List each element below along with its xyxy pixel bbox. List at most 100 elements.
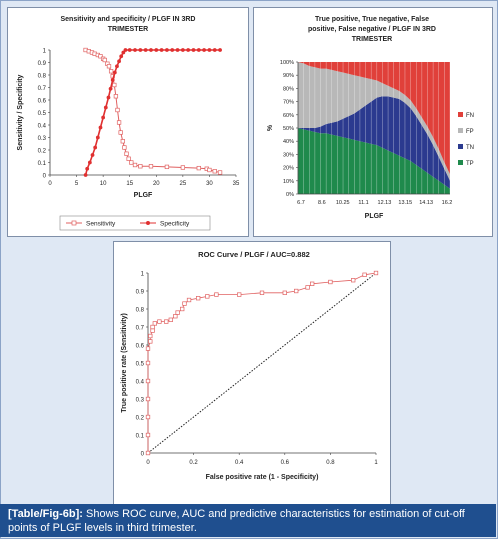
roc-point (362, 272, 367, 277)
x-tick-label: 0.4 (235, 460, 244, 466)
confusion-area-chart: True positive, True negative, False posit… (267, 16, 474, 220)
x-axis-label: PLGF (134, 192, 153, 199)
data-point-sensitivity (164, 164, 170, 170)
roc-point (145, 346, 151, 351)
y-tick-label: 0.6 (136, 344, 145, 350)
data-point-specificity (180, 48, 185, 52)
x-tick-label: 0.6 (281, 460, 290, 466)
legend-label-fp: FP (466, 129, 474, 135)
roc-point (148, 333, 153, 339)
roc-point (150, 324, 155, 330)
roc-point (164, 319, 169, 324)
y-axis-label: Sensitivity / Specificity (17, 74, 24, 150)
data-point-sensitivity (102, 57, 107, 63)
x-tick-label: 1 (374, 460, 378, 466)
roc-point (148, 339, 153, 344)
roc-point (373, 270, 379, 276)
y-tick-label: 0.1 (136, 434, 145, 440)
data-point-specificity (95, 135, 100, 140)
y-tick-label: 0.8 (38, 74, 47, 80)
data-point-sensitivity (126, 156, 131, 161)
roc-point (145, 432, 151, 438)
data-point-specificity (115, 64, 119, 69)
chart-title: positive, False negative / PLGF IN 3RD (308, 26, 436, 33)
data-point-sensitivity (138, 164, 143, 169)
data-point-specificity (101, 115, 106, 120)
y-tick-label: 0.9 (136, 290, 145, 296)
x-tick-label: 5 (75, 181, 79, 187)
x-tick-label: 13.15 (398, 200, 412, 206)
data-point-specificity (165, 48, 169, 52)
roc-point (282, 290, 287, 295)
roc-point (328, 279, 333, 285)
y-axis-label: % (267, 124, 274, 131)
roc-point (145, 378, 151, 384)
data-point-sensitivity (212, 169, 217, 174)
y-tick-label: 0 (43, 174, 47, 180)
sens-spec-chart: Sensitivity and specificity / PLGF IN 3R… (17, 16, 240, 231)
legend-label-tn: TN (466, 145, 474, 151)
x-tick-label: 35 (233, 181, 240, 187)
y-tick-label: 0.5 (136, 362, 145, 368)
x-tick-label: 30 (206, 181, 213, 187)
y-tick-label: 20% (283, 166, 294, 172)
y-tick-label: 0 (141, 452, 145, 458)
x-axis-label: PLGF (365, 213, 384, 220)
roc-point (259, 290, 265, 295)
y-axis-label: True positive rate (Sensitivity) (121, 313, 128, 413)
data-point-sensitivity (148, 164, 154, 169)
roc-point (186, 297, 192, 303)
data-point-specificity (186, 48, 191, 52)
roc-point (205, 294, 210, 299)
x-tick-label: 12.13 (378, 200, 392, 206)
data-point-specificity (98, 125, 103, 130)
roc-panel: ROC Curve / PLGF / AUC=0.882 0 0.1 0.2 0.3 0.… (113, 241, 391, 507)
y-tick-label: 0.7 (38, 86, 47, 92)
legend-box (59, 215, 211, 231)
x-tick-label: 20 (153, 181, 160, 187)
chart-title: True positive, True negative, False (315, 16, 429, 23)
roc-point (305, 285, 310, 290)
data-point-sensitivity (98, 54, 103, 59)
x-tick-label: 11.1 (358, 200, 368, 206)
roc-point (150, 328, 155, 333)
y-tick-label: 80% (283, 86, 294, 92)
data-point-specificity (123, 48, 128, 52)
legend-label-sensitivity: Sensitivity (86, 221, 116, 228)
data-point-specificity (83, 173, 88, 177)
chart-title: Sensitivity and specificity / PLGF IN 3R… (61, 16, 196, 23)
roc-point (294, 288, 299, 294)
data-point-specificity (110, 78, 115, 82)
y-tick-label: 1 (141, 272, 145, 278)
roc-point (180, 306, 185, 312)
legend-swatch-fp (458, 128, 463, 133)
roc-point (157, 319, 162, 324)
data-point-specificity (202, 48, 207, 52)
reference-line (147, 272, 377, 454)
y-tick-label: 40% (283, 139, 294, 145)
x-tick-label: 8.6 (318, 200, 326, 206)
data-point-specificity (103, 105, 108, 110)
y-tick-label: 1 (43, 49, 47, 55)
chart-title: ROC Curve / PLGF / AUC=0.882 (198, 250, 310, 259)
roc-chart: ROC Curve / PLGF / AUC=0.882 0 0.1 0.2 0.3 0.… (121, 250, 379, 481)
x-tick-label: 10.25 (336, 200, 350, 206)
y-tick-label: 0.3 (38, 136, 47, 142)
data-point-specificity (207, 48, 212, 52)
data-point-sensitivity (106, 64, 112, 69)
data-point-specificity (117, 59, 121, 64)
data-point-specificity (175, 48, 180, 52)
data-point-specificity (133, 48, 137, 52)
data-point-sensitivity (116, 120, 122, 125)
roc-point (175, 310, 180, 315)
roc-point (351, 278, 356, 283)
roc-point (173, 314, 178, 319)
x-tick-label: 0 (146, 460, 150, 466)
data-point-specificity (85, 166, 90, 171)
data-point-specificity (191, 48, 196, 52)
data-point-sensitivity (124, 151, 129, 156)
legend-swatch-fn (458, 112, 463, 117)
y-tick-label: 100% (280, 60, 294, 66)
x-tick-label: 14.13 (419, 200, 433, 206)
data-point-specificity (218, 48, 222, 52)
